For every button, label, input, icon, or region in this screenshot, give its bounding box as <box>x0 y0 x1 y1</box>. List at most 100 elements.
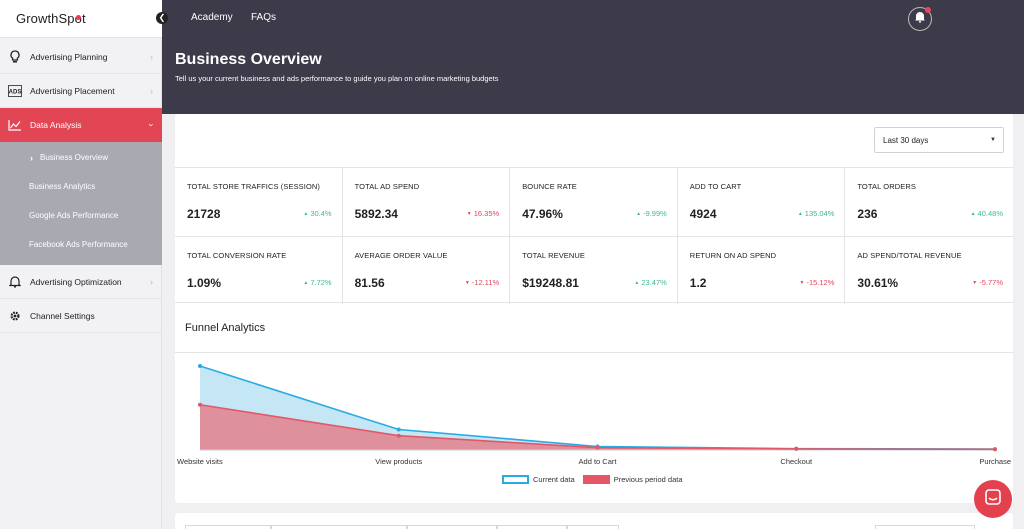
logo-text: GrowthSpot <box>16 11 86 26</box>
data-point[interactable] <box>396 433 401 438</box>
chevron-down-icon: › <box>146 123 157 127</box>
metric-label: TOTAL STORE TRAFFICS (SESSION) <box>187 182 321 191</box>
submenu-item-business-analytics[interactable]: Business Analytics <box>0 172 162 201</box>
nav-link-academy[interactable]: Academy <box>191 12 233 23</box>
bell-icon <box>0 275 30 288</box>
metric-label: TOTAL CONVERSION RATE <box>187 251 287 260</box>
tab-placeholder[interactable] <box>497 525 567 529</box>
sidebar-item-label: Channel Settings <box>30 310 95 321</box>
arrow-down-icon: ▼ <box>464 280 470 286</box>
sidebar-item-advertising-placement[interactable]: ADS Advertising Placement › <box>0 74 162 108</box>
metric-change-value: 23.47% <box>641 278 667 287</box>
data-point[interactable] <box>396 427 401 432</box>
sidebar-item-label: Advertising Placement <box>30 85 115 96</box>
metric-value: 1.09% <box>187 276 222 290</box>
submenu-item-business-overview[interactable]: › Business Overview <box>0 143 162 172</box>
metric-value: $19248.81 <box>522 276 579 290</box>
metric-change: ▲ 30.4% <box>303 209 331 218</box>
tab-placeholder[interactable] <box>185 525 271 529</box>
tab-placeholder[interactable] <box>407 525 497 529</box>
metric-label: RETURN ON AD SPEND <box>689 251 777 260</box>
chevron-right-icon: › <box>30 152 33 163</box>
arrow-up-icon: ▲ <box>634 280 640 286</box>
page-title: Business Overview <box>175 51 322 68</box>
data-point[interactable] <box>198 402 202 407</box>
data-point[interactable] <box>595 445 600 450</box>
submenu-item-facebook-ads-performance[interactable]: Facebook Ads Performance <box>0 230 162 259</box>
metric-change-value: 135.04% <box>804 209 835 218</box>
series-area-1 <box>200 404 995 450</box>
collapse-sidebar-icon[interactable]: ❮ <box>156 12 168 24</box>
metric-label: AD SPEND/TOTAL REVENUE <box>857 251 962 260</box>
date-range-select[interactable]: Last 30 days ▼ <box>874 127 1004 153</box>
metric-change: ▼ 16.35% <box>467 209 499 218</box>
x-tick-label: Add to Cart <box>578 457 617 466</box>
metric-change: ▼ -5.77% <box>972 278 1003 287</box>
notification-badge <box>925 7 931 13</box>
metric-change: ▲ -9.99% <box>636 209 667 218</box>
metric-change: ▲ 135.04% <box>798 209 835 218</box>
arrow-up-icon: ▲ <box>303 280 309 286</box>
data-point[interactable] <box>993 447 997 452</box>
notifications-button[interactable] <box>908 7 932 31</box>
arrow-up-icon: ▲ <box>797 211 803 217</box>
metric-change-value: 16.35% <box>473 209 500 218</box>
data-point[interactable] <box>794 446 799 451</box>
bell-icon <box>914 10 926 28</box>
metric-value: 81.56 <box>354 276 385 290</box>
arrow-up-icon: ▲ <box>970 211 976 217</box>
tab-placeholder[interactable] <box>271 525 407 529</box>
chevron-right-icon: › <box>150 277 153 287</box>
metric-change: ▼ -12.11% <box>465 278 499 287</box>
caret-down-icon: ▼ <box>990 137 996 143</box>
metric-change-value: 30.4% <box>310 209 332 218</box>
sidebar-item-label: Data Analysis <box>30 120 82 130</box>
data-point[interactable] <box>198 363 202 368</box>
svg-text:ADS: ADS <box>9 89 22 95</box>
sidebar-item-data-analysis[interactable]: Data Analysis › <box>0 108 162 142</box>
divider <box>175 352 1013 353</box>
metric-change: ▲ 40.48% <box>971 209 1003 218</box>
tab-placeholder[interactable] <box>875 525 975 529</box>
metric-value: 47.96% <box>522 207 563 221</box>
submenu-item-label: Facebook Ads Performance <box>29 240 128 249</box>
chart-legend: Current data Previous period data <box>502 475 683 484</box>
arrow-down-icon: ▼ <box>799 280 805 286</box>
x-tick-label: Purchase <box>979 457 1011 466</box>
funnel-chart: Website visits View products Add to Cart Ch… <box>175 353 1013 503</box>
chat-button[interactable] <box>974 480 1012 518</box>
arrow-down-icon: ▼ <box>972 280 978 286</box>
funnel-title: Funnel Analytics <box>185 322 266 334</box>
metric-change-value: -5.77% <box>979 278 1003 287</box>
chevron-right-icon: › <box>150 52 153 62</box>
sidebar-item-channel-settings[interactable]: Channel Settings <box>0 299 162 333</box>
metric-change-value: 40.48% <box>977 209 1003 218</box>
chevron-right-icon: › <box>150 86 153 96</box>
arrow-up-icon: ▲ <box>303 211 309 217</box>
sidebar-item-advertising-optimization[interactable]: Advertising Optimization › <box>0 265 162 299</box>
submenu-item-label: Business Overview <box>40 153 109 162</box>
arrow-up-icon: ▲ <box>636 211 642 217</box>
metric-card: BOUNCE RATE 47.96% ▲ -9.99% <box>510 168 678 236</box>
metric-change-value: -12.11% <box>471 278 500 287</box>
nav-link-faqs[interactable]: FAQs <box>251 12 277 23</box>
chart-icon <box>0 119 30 131</box>
sidebar-item-advertising-planning[interactable]: Advertising Planning › <box>0 40 162 74</box>
metric-label: ADD TO CART <box>689 182 742 191</box>
arrow-down-icon: ▼ <box>466 211 472 217</box>
x-tick-label: Checkout <box>780 457 813 466</box>
logo[interactable]: GrowthSpot <box>0 0 162 38</box>
metric-value: 4924 <box>689 207 717 221</box>
metric-value: 30.61% <box>857 276 899 290</box>
metric-label: TOTAL AD SPEND <box>354 182 420 191</box>
chat-icon <box>984 488 1002 511</box>
metric-label: TOTAL REVENUE <box>522 251 586 260</box>
x-tick-label: View products <box>375 457 423 466</box>
submenu-item-label: Google Ads Performance <box>29 211 119 220</box>
date-range-value: Last 30 days <box>883 136 929 145</box>
metric-card: ADD TO CART 4924 ▲ 135.04% <box>678 168 846 236</box>
submenu-item-google-ads-performance[interactable]: Google Ads Performance <box>0 201 162 230</box>
tab-placeholder[interactable] <box>567 525 619 529</box>
metric-card: RETURN ON AD SPEND 1.2 ▼ -15.12% <box>677 236 846 304</box>
metric-value: 1.2 <box>689 276 707 290</box>
